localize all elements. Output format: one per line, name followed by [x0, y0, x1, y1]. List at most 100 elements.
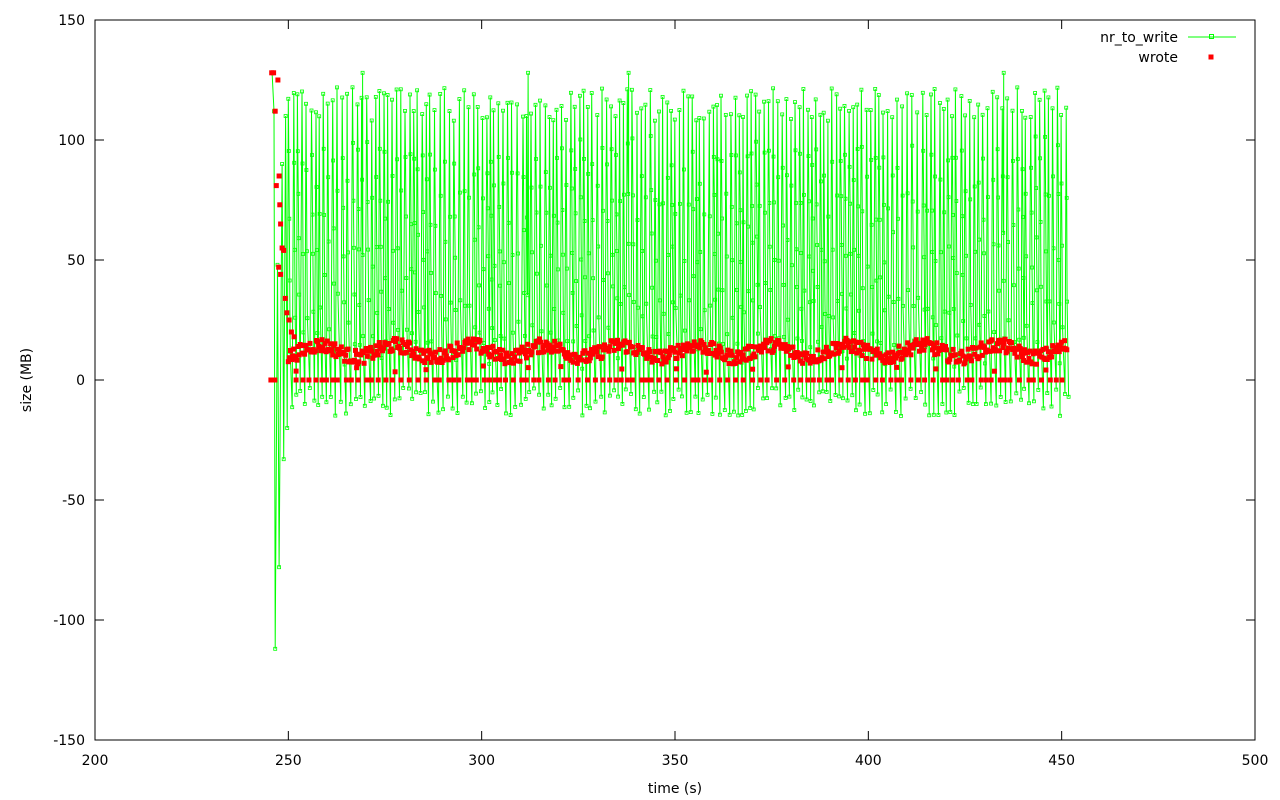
point-wrote — [800, 360, 806, 366]
point-nr-to-write — [852, 331, 857, 335]
point-nr-to-write — [727, 412, 732, 417]
point-nr-to-write — [682, 258, 687, 263]
point-nr-to-write — [395, 157, 400, 162]
point-nr-to-write — [574, 324, 579, 328]
point-wrote — [353, 347, 358, 353]
point-nr-to-write — [371, 334, 376, 339]
point-wrote — [545, 377, 551, 383]
point-wrote — [911, 342, 917, 347]
point-wrote — [288, 329, 294, 335]
point-wrote — [317, 344, 323, 350]
point-wrote — [774, 341, 780, 347]
point-nr-to-write — [668, 408, 672, 413]
point-wrote — [675, 342, 681, 348]
point-wrote — [997, 348, 1003, 354]
point-nr-to-write — [529, 111, 533, 116]
point-wrote — [313, 377, 319, 383]
point-wrote — [821, 356, 827, 362]
point-nr-to-write — [775, 99, 780, 104]
point-nr-to-write — [710, 411, 715, 416]
point-nr-to-write — [555, 156, 559, 160]
point-nr-to-write — [920, 90, 925, 95]
point-nr-to-write — [980, 112, 985, 117]
point-nr-to-write — [442, 86, 447, 91]
point-nr-to-write — [1035, 340, 1040, 345]
point-nr-to-write — [438, 193, 443, 198]
point-nr-to-write — [676, 387, 681, 392]
point-wrote — [833, 345, 839, 351]
point-nr-to-write — [811, 299, 816, 303]
point-nr-to-write — [453, 255, 458, 260]
point-wrote — [918, 340, 924, 346]
point-nr-to-write — [432, 167, 437, 172]
point-nr-to-write — [925, 306, 930, 311]
point-wrote — [746, 343, 751, 349]
point-nr-to-write — [967, 99, 972, 103]
point-wrote — [944, 377, 950, 383]
point-nr-to-write — [586, 171, 591, 176]
point-nr-to-write — [341, 205, 346, 210]
point-nr-to-write — [560, 146, 564, 151]
point-wrote — [469, 377, 475, 383]
point-wrote — [505, 353, 511, 359]
point-wrote — [551, 344, 557, 350]
point-nr-to-write — [841, 396, 845, 401]
point-wrote — [805, 377, 811, 383]
point-nr-to-write — [606, 325, 611, 330]
point-nr-to-write — [370, 264, 375, 269]
point-nr-to-write — [960, 214, 965, 219]
point-nr-to-write — [561, 252, 565, 257]
point-nr-to-write — [615, 356, 620, 361]
point-nr-to-write — [963, 189, 968, 194]
point-nr-to-write — [762, 150, 767, 155]
point-wrote — [336, 348, 342, 354]
point-nr-to-write — [784, 97, 789, 101]
point-nr-to-write — [625, 141, 630, 146]
point-nr-to-write — [723, 113, 728, 117]
point-wrote — [351, 357, 357, 363]
point-wrote — [901, 346, 907, 352]
point-wrote — [697, 345, 703, 351]
point-nr-to-write — [601, 208, 605, 213]
point-nr-to-write — [539, 329, 544, 334]
point-nr-to-write — [884, 402, 888, 407]
point-nr-to-write — [322, 273, 327, 277]
point-nr-to-write — [758, 305, 762, 310]
point-wrote — [312, 348, 318, 354]
point-wrote — [873, 377, 879, 383]
point-wrote — [844, 337, 850, 343]
point-wrote — [466, 347, 472, 353]
point-nr-to-write — [433, 223, 438, 228]
point-nr-to-write — [643, 102, 648, 107]
point-nr-to-write — [385, 93, 390, 97]
point-nr-to-write — [538, 98, 542, 103]
point-nr-to-write — [420, 112, 425, 116]
point-nr-to-write — [968, 197, 973, 202]
point-nr-to-write — [330, 98, 335, 103]
point-nr-to-write — [1001, 70, 1006, 75]
point-nr-to-write — [374, 244, 379, 249]
point-nr-to-write — [307, 386, 312, 390]
point-nr-to-write — [901, 303, 905, 308]
point-wrote — [383, 377, 389, 383]
point-nr-to-write — [571, 395, 576, 400]
point-nr-to-write — [851, 105, 856, 110]
point-wrote — [425, 355, 431, 361]
point-wrote — [785, 364, 791, 370]
point-nr-to-write — [882, 202, 886, 207]
point-wrote — [386, 341, 392, 346]
point-wrote — [422, 360, 428, 365]
point-wrote — [268, 377, 274, 383]
point-wrote — [517, 358, 523, 364]
point-nr-to-write — [464, 400, 469, 405]
point-nr-to-write — [1005, 175, 1010, 180]
point-nr-to-write — [944, 410, 949, 415]
point-nr-to-write — [669, 163, 674, 168]
point-wrote — [664, 377, 670, 383]
point-nr-to-write — [985, 106, 990, 111]
point-nr-to-write — [366, 247, 371, 252]
point-nr-to-write — [273, 646, 278, 651]
point-nr-to-write — [1016, 207, 1021, 212]
point-nr-to-write — [870, 285, 874, 290]
point-wrote — [369, 348, 375, 354]
